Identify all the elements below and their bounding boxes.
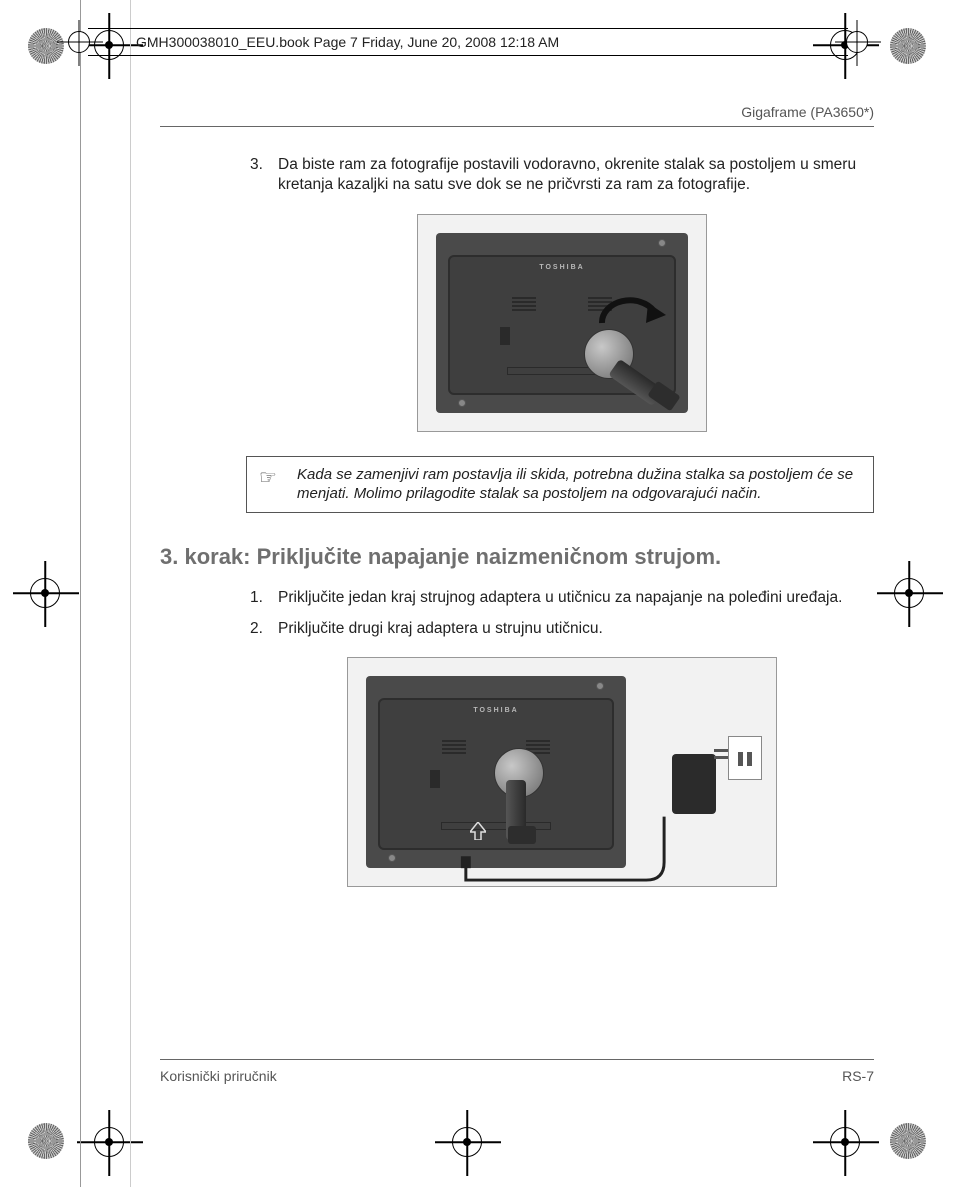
port-icon xyxy=(500,327,510,345)
stand-knob-icon xyxy=(584,329,648,393)
print-book-header: GMH300038010_EEU.book Page 7 Friday, Jun… xyxy=(88,28,848,56)
page-footer: Korisnički priručnik RS-7 xyxy=(160,1059,874,1084)
list-number: 3. xyxy=(250,155,270,196)
crop-register-icon xyxy=(68,31,90,53)
device-brand-label: TOSHIBA xyxy=(473,707,518,714)
footer-right: RS-7 xyxy=(842,1068,874,1084)
crop-register-icon xyxy=(846,31,868,53)
crop-guide-line xyxy=(130,0,131,1187)
note-box: ☞ Kada se zamenjivi ram postavlja ili sk… xyxy=(246,456,874,513)
screw-icon xyxy=(658,239,666,247)
figure-rotate-stand: TOSHIBA xyxy=(250,214,874,432)
crop-register-icon xyxy=(830,1127,860,1157)
list-number: 1. xyxy=(250,588,270,608)
up-arrow-icon xyxy=(470,822,486,840)
crop-register-icon xyxy=(30,578,60,608)
crop-burst-icon xyxy=(890,1123,926,1159)
pointing-hand-icon: ☞ xyxy=(259,465,277,491)
crop-burst-icon xyxy=(890,28,926,64)
vent-icon xyxy=(442,740,466,754)
section-heading: 3. korak: Priključite napajanje naizmeni… xyxy=(160,543,874,571)
vent-icon xyxy=(512,297,536,311)
footer-left: Korisnički priručnik xyxy=(160,1068,277,1084)
power-adapter-icon xyxy=(672,754,716,814)
list-item: 1. Priključite jedan kraj strujnog adapt… xyxy=(250,588,874,608)
list-text: Da biste ram za fotografije postavili vo… xyxy=(278,155,874,196)
crop-burst-icon xyxy=(28,1123,64,1159)
figure-connect-power: TOSHIBA xyxy=(250,657,874,887)
list-item: 2. Priključite drugi kraj adaptera u str… xyxy=(250,619,874,639)
list-text: Priključite jedan kraj strujnog adaptera… xyxy=(278,588,842,608)
crop-register-icon xyxy=(94,1127,124,1157)
crop-register-icon xyxy=(452,1127,482,1157)
crop-guide-line xyxy=(80,0,81,1187)
screw-icon xyxy=(458,399,466,407)
device-brand-label: TOSHIBA xyxy=(539,264,584,271)
screw-icon xyxy=(596,682,604,690)
running-head: Gigaframe (PA3650*) xyxy=(160,104,874,127)
wall-outlet-icon xyxy=(728,736,762,780)
list-text: Priključite drugi kraj adaptera u strujn… xyxy=(278,619,603,639)
crop-register-icon xyxy=(894,578,924,608)
book-header-text: GMH300038010_EEU.book Page 7 Friday, Jun… xyxy=(136,34,559,50)
screw-icon xyxy=(388,854,396,862)
stand-knob-icon xyxy=(494,748,558,812)
port-icon xyxy=(430,770,440,788)
note-text: Kada se zamenjivi ram postavlja ili skid… xyxy=(297,466,853,503)
list-item: 3. Da biste ram za fotografije postavili… xyxy=(250,155,874,196)
list-number: 2. xyxy=(250,619,270,639)
page-content: Gigaframe (PA3650*) 3. Da biste ram za f… xyxy=(160,104,874,1084)
crop-burst-icon xyxy=(28,28,64,64)
